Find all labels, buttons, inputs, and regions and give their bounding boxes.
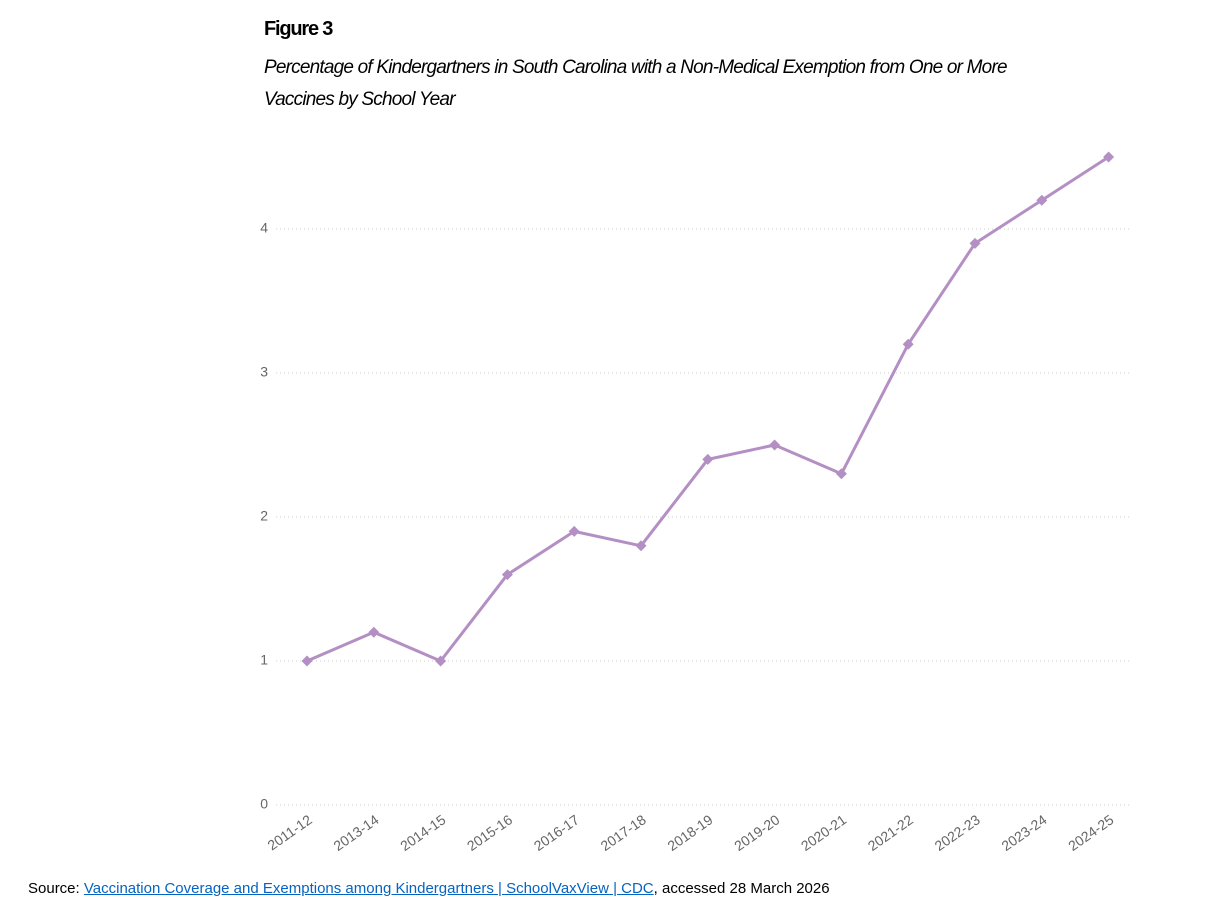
x-tick-label: 2024-25 [1065,811,1116,854]
series-line [306,155,1110,663]
x-tick-label: 2020-21 [798,811,849,854]
x-tick-label: 2015-16 [464,811,515,854]
x-tick-label: 2016-17 [531,811,582,854]
x-tick-label: 2019-20 [731,811,782,854]
data-point [568,525,580,537]
data-point [1103,151,1115,163]
data-point [902,338,914,350]
x-tick-label: 2021-22 [865,811,916,854]
x-tick-label: 2018-19 [664,811,715,854]
source: Source: Vaccination Coverage and Exempti… [28,880,830,897]
data-point [769,439,781,451]
x-tick-label: 2023-24 [998,811,1049,854]
source-suffix: , accessed 28 March 2026 [653,880,830,897]
data-point [368,626,380,638]
data-point [301,655,313,667]
data-point [435,655,447,667]
chart: 0 1 2 3 4 2011-12 2013-14 2014-15 2015-16 2016-17… [260,151,1132,854]
y-tick-label: 0 [260,796,268,812]
x-tick-label: 2022-23 [932,811,983,854]
chart-title: Percentage of Kindergartners in South Ca… [264,57,1008,110]
source-link[interactable]: Vaccination Coverage and Exemptions amon… [83,880,654,897]
data-point [835,468,847,480]
y-tick-label: 4 [260,220,268,236]
y-tick-label: 1 [260,652,268,668]
figure-label: Figure 3 [264,18,333,40]
x-tick-label: 2014-15 [397,811,448,854]
y-tick-label: 3 [260,364,268,380]
x-tick-label: 2017-18 [598,811,649,854]
y-tick-label: 2 [260,508,268,524]
x-tick-label: 2011-12 [264,811,315,853]
data-point [635,540,647,552]
data-point [1036,194,1048,206]
data-point [969,237,981,249]
data-point [702,453,714,465]
data-point [501,569,513,581]
source-label: Source: [28,880,80,897]
x-tick-label: 2013-14 [330,811,381,854]
